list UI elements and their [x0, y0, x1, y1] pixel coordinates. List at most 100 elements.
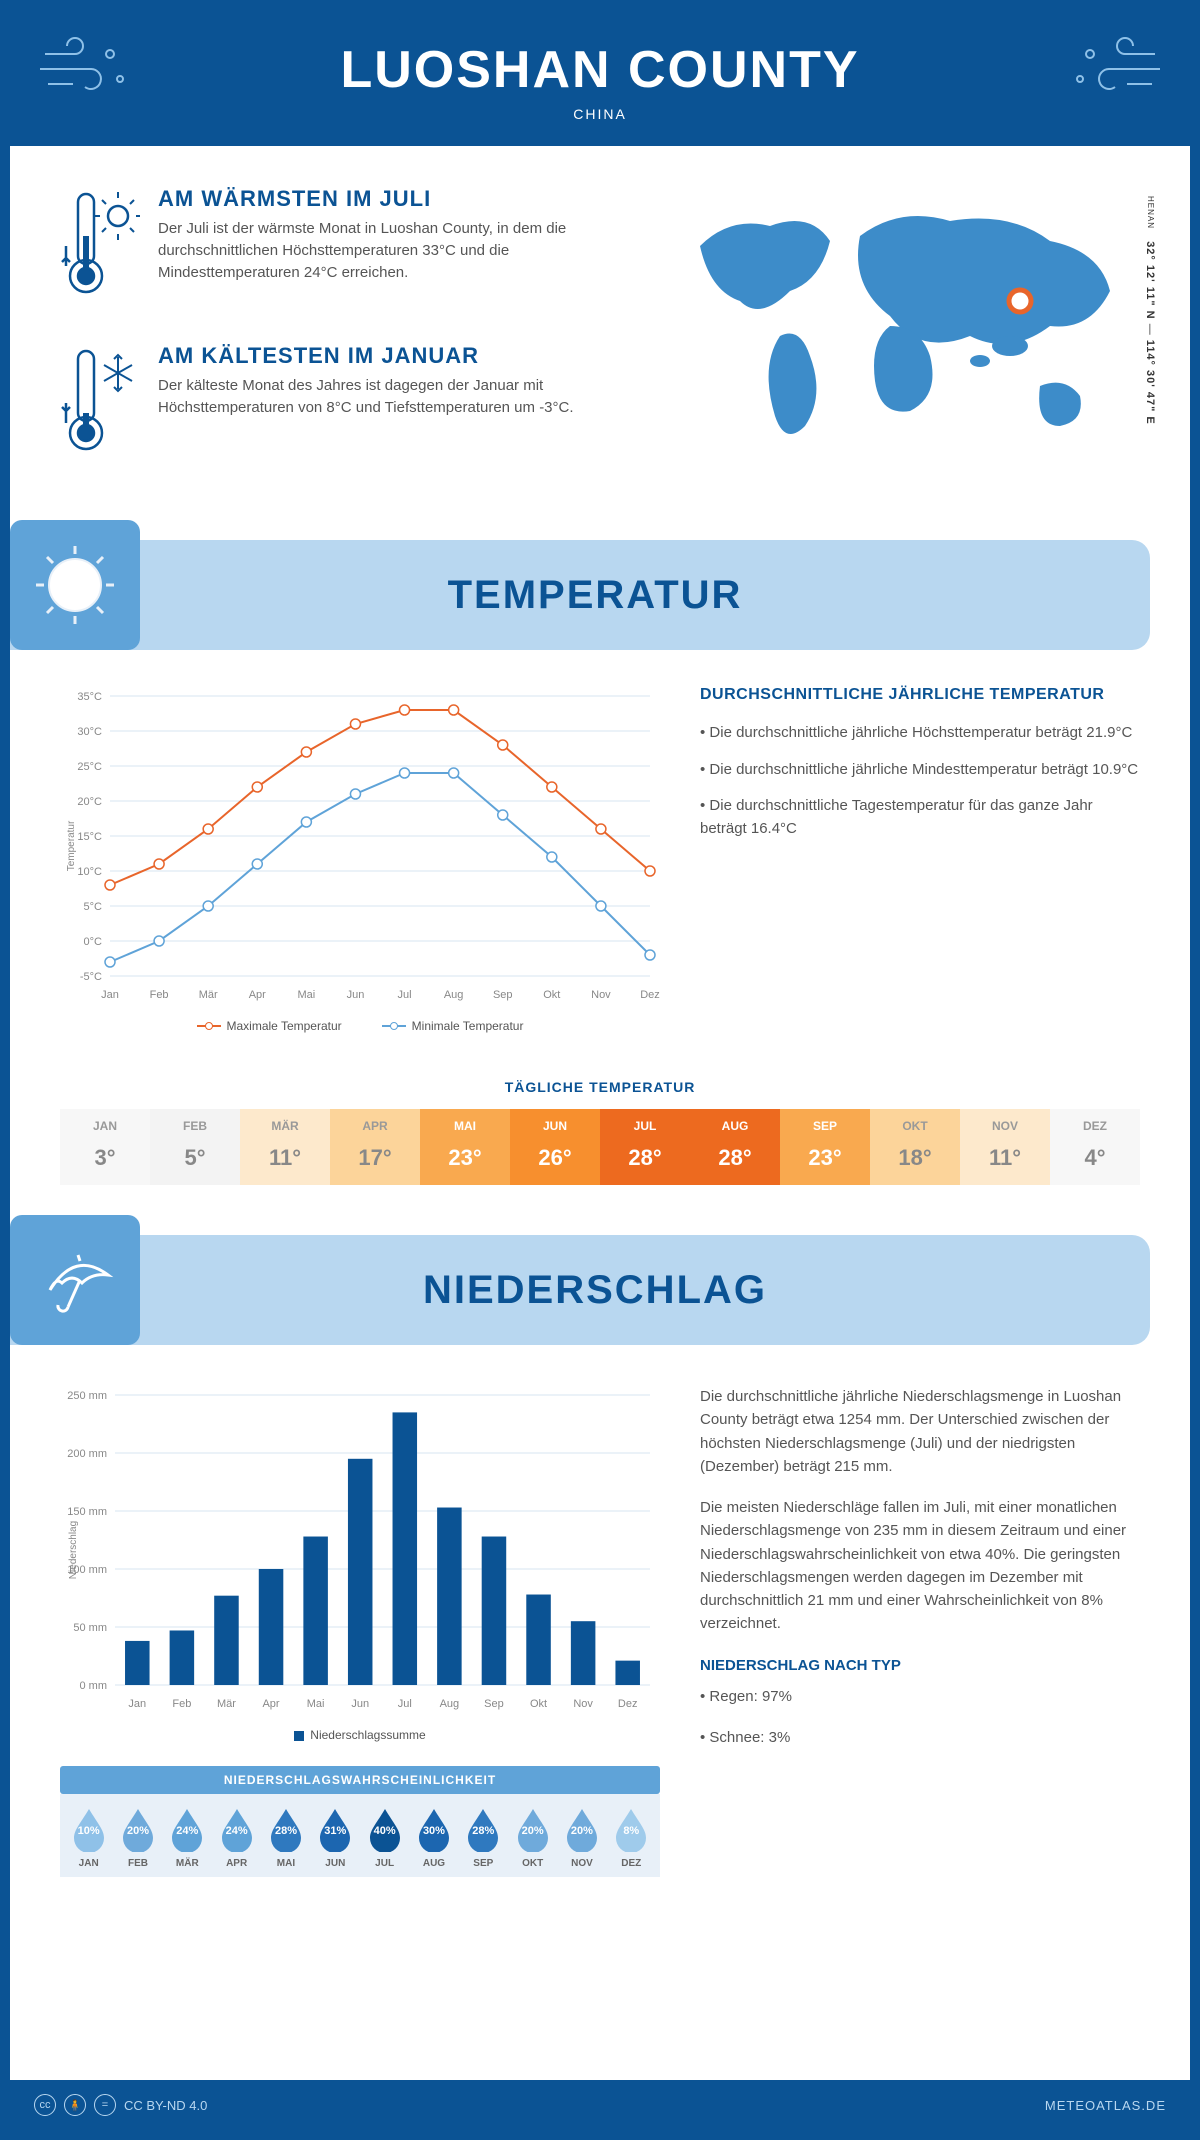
svg-text:Sep: Sep	[493, 989, 513, 1001]
thermometer-cold-icon	[60, 343, 140, 468]
thermometer-hot-icon	[60, 186, 140, 311]
header: LUOSHAN COUNTY CHINA	[10, 10, 1190, 146]
prob-cell: 20%NOV	[557, 1806, 606, 1869]
daily-cell: MAI23°	[420, 1109, 510, 1185]
svg-text:30°C: 30°C	[77, 726, 102, 738]
site-name: METEOATLAS.DE	[1045, 2098, 1166, 2113]
svg-text:Aug: Aug	[444, 989, 464, 1001]
daily-cell: OKT18°	[870, 1109, 960, 1185]
svg-text:Mär: Mär	[199, 989, 218, 1001]
svg-text:Niederschlag: Niederschlag	[68, 1521, 79, 1579]
temp-bullet: • Die durchschnittliche Tagestemperatur …	[700, 795, 1140, 840]
temperature-line-chart: -5°C0°C5°C10°C15°C20°C25°C30°C35°CJanFeb…	[60, 686, 660, 1033]
svg-text:0°C: 0°C	[84, 936, 103, 948]
svg-text:Jul: Jul	[398, 989, 412, 1001]
intro-section: AM WÄRMSTEN IM JULI Der Juli ist der wär…	[10, 146, 1190, 530]
precip-rain: • Regen: 97%	[700, 1685, 1140, 1708]
daily-cell: FEB5°	[150, 1109, 240, 1185]
raindrop-icon: 20%	[119, 1806, 157, 1852]
svg-text:5°C: 5°C	[84, 901, 103, 913]
svg-text:Dez: Dez	[618, 1698, 638, 1710]
umbrella-icon	[10, 1215, 140, 1345]
cc-icon: cc	[34, 2094, 56, 2116]
svg-text:50 mm: 50 mm	[73, 1622, 107, 1634]
coldest-text: Der kälteste Monat des Jahres ist dagege…	[158, 375, 630, 419]
svg-text:200 mm: 200 mm	[67, 1448, 107, 1460]
daily-temp-grid: JAN3°FEB5°MÄR11°APR17°MAI23°JUN26°JUL28°…	[60, 1109, 1140, 1185]
infographic-frame: LUOSHAN COUNTY CHINA AM WÄRMSTEN IM JULI…	[0, 0, 1200, 2140]
prob-cell: 31%JUN	[311, 1806, 360, 1869]
svg-text:150 mm: 150 mm	[67, 1506, 107, 1518]
coldest-block: AM KÄLTESTEN IM JANUAR Der kälteste Mona…	[60, 343, 630, 468]
svg-text:10°C: 10°C	[77, 866, 102, 878]
raindrop-icon: 8%	[612, 1806, 650, 1852]
prob-cell: 10%JAN	[64, 1806, 113, 1869]
temp-text-heading: DURCHSCHNITTLICHE JÄHRLICHE TEMPERATUR	[700, 686, 1140, 704]
svg-text:Temperatur: Temperatur	[66, 820, 77, 871]
raindrop-icon: 30%	[415, 1806, 453, 1852]
svg-text:Mai: Mai	[307, 1698, 325, 1710]
svg-text:Mär: Mär	[217, 1698, 236, 1710]
svg-text:-5°C: -5°C	[80, 971, 102, 983]
svg-text:Okt: Okt	[530, 1698, 547, 1710]
svg-text:Sep: Sep	[484, 1698, 504, 1710]
daily-cell: JUL28°	[600, 1109, 690, 1185]
svg-text:Okt: Okt	[543, 989, 560, 1001]
prob-cell: 30%AUG	[409, 1806, 458, 1869]
svg-text:Jul: Jul	[398, 1698, 412, 1710]
daily-cell: DEZ4°	[1050, 1109, 1140, 1185]
svg-text:Aug: Aug	[440, 1698, 460, 1710]
prob-cell: 40%JUL	[360, 1806, 409, 1869]
daily-cell: MÄR11°	[240, 1109, 330, 1185]
warmest-block: AM WÄRMSTEN IM JULI Der Juli ist der wär…	[60, 186, 630, 311]
wind-icon	[40, 34, 140, 109]
svg-text:Dez: Dez	[640, 989, 660, 1001]
precip-legend: Niederschlagssumme	[60, 1728, 660, 1742]
raindrop-icon: 24%	[218, 1806, 256, 1852]
page-subtitle: CHINA	[30, 106, 1170, 122]
raindrop-icon: 31%	[316, 1806, 354, 1852]
temp-section-header: TEMPERATUR	[10, 540, 1150, 650]
license: cc 🧍 = CC BY-ND 4.0	[34, 2094, 207, 2116]
prob-title: NIEDERSCHLAGSWAHRSCHEINLICHKEIT	[60, 1766, 660, 1794]
daily-cell: AUG28°	[690, 1109, 780, 1185]
world-map: HENAN 32° 12' 11" N — 114° 30' 47" E	[660, 186, 1140, 500]
raindrop-icon: 28%	[464, 1806, 502, 1852]
wind-icon	[1060, 34, 1160, 109]
prob-grid: 10%JAN20%FEB24%MÄR24%APR28%MAI31%JUN40%J…	[60, 1794, 660, 1877]
svg-text:Nov: Nov	[591, 989, 611, 1001]
precip-p2: Die meisten Niederschläge fallen im Juli…	[700, 1496, 1140, 1636]
precip-heading: NIEDERSCHLAG	[140, 1268, 1150, 1313]
daily-cell: JAN3°	[60, 1109, 150, 1185]
svg-text:Apr: Apr	[249, 989, 266, 1001]
svg-text:0 mm: 0 mm	[80, 1680, 108, 1692]
prob-cell: 24%MÄR	[163, 1806, 212, 1869]
raindrop-icon: 10%	[70, 1806, 108, 1852]
svg-text:Jan: Jan	[101, 989, 119, 1001]
svg-text:Apr: Apr	[262, 1698, 279, 1710]
prob-cell: 28%MAI	[261, 1806, 310, 1869]
raindrop-icon: 24%	[168, 1806, 206, 1852]
precip-p1: Die durchschnittliche jährliche Niedersc…	[700, 1385, 1140, 1478]
by-icon: 🧍	[64, 2094, 86, 2116]
raindrop-icon: 40%	[366, 1806, 404, 1852]
prob-cell: 24%APR	[212, 1806, 261, 1869]
raindrop-icon: 20%	[514, 1806, 552, 1852]
daily-cell: NOV11°	[960, 1109, 1050, 1185]
svg-text:20°C: 20°C	[77, 796, 102, 808]
svg-text:Feb: Feb	[172, 1698, 191, 1710]
svg-text:15°C: 15°C	[77, 831, 102, 843]
page-title: LUOSHAN COUNTY	[30, 40, 1170, 100]
warmest-title: AM WÄRMSTEN IM JULI	[158, 186, 630, 212]
svg-text:25°C: 25°C	[77, 761, 102, 773]
warmest-text: Der Juli ist der wärmste Monat in Luosha…	[158, 218, 630, 283]
prob-cell: 20%OKT	[508, 1806, 557, 1869]
temp-legend: #sw-max::after{border-color:#e8652b}Maxi…	[60, 1019, 660, 1033]
raindrop-icon: 28%	[267, 1806, 305, 1852]
coldest-title: AM KÄLTESTEN IM JANUAR	[158, 343, 630, 369]
sun-icon	[10, 520, 140, 650]
temp-bullet: • Die durchschnittliche jährliche Höchst…	[700, 722, 1140, 745]
svg-text:Feb: Feb	[150, 989, 169, 1001]
prob-cell: 28%SEP	[459, 1806, 508, 1869]
temp-heading: TEMPERATUR	[140, 573, 1150, 618]
